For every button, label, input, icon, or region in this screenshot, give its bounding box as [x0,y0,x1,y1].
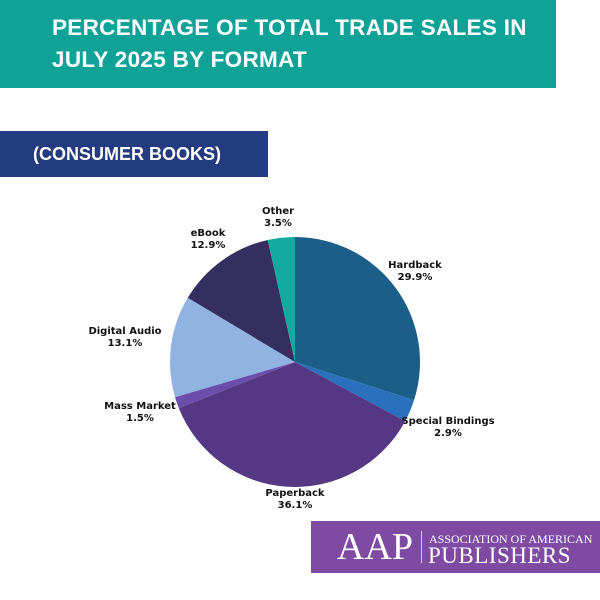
pie-slice-ebook [187,240,295,362]
slice-value-label: 2.9% [434,428,462,439]
aap-logo: AAP ASSOCIATION OF AMERICAN PUBLISHERS [311,521,600,573]
slice-value-label: 3.5% [264,218,292,229]
subtitle-banner: (CONSUMER BOOKS) [0,131,268,177]
slice-value-label: 29.9% [398,272,433,283]
logo-line2: PUBLISHERS [428,543,572,568]
logo-abbr: AAP [337,526,414,568]
slice-name-label: Special Bindings [401,416,494,427]
slice-name-label: Paperback [265,488,325,499]
slice-name-label: Digital Audio [88,326,161,337]
chart-subtitle: (CONSUMER BOOKS) [33,144,221,164]
chart-title: PERCENTAGE OF TOTAL TRADE SALES IN JULY … [52,15,527,72]
pie-slice-special-bindings [295,362,415,422]
pie-slice-other [267,237,295,362]
slice-value-label: 36.1% [278,500,313,511]
slice-value-label: 12.9% [191,240,226,251]
pie-slice-digital-audio [169,297,295,398]
slice-value-label: 1.5% [126,413,154,424]
slice-name-label: Hardback [388,260,442,271]
pie-slice-hardback [295,237,420,401]
slice-name-label: eBook [191,228,226,239]
title-header: PERCENTAGE OF TOTAL TRADE SALES IN JULY … [0,0,556,88]
slice-name-label: Other [262,206,294,217]
slice-name-label: Mass Market [104,401,176,412]
pie-slice-paperback [178,362,406,488]
pie-slice-mass-market [175,362,295,409]
logo-line1: ASSOCIATION OF AMERICAN [429,532,593,546]
logo-divider [421,531,422,563]
slice-value-label: 13.1% [108,338,143,349]
